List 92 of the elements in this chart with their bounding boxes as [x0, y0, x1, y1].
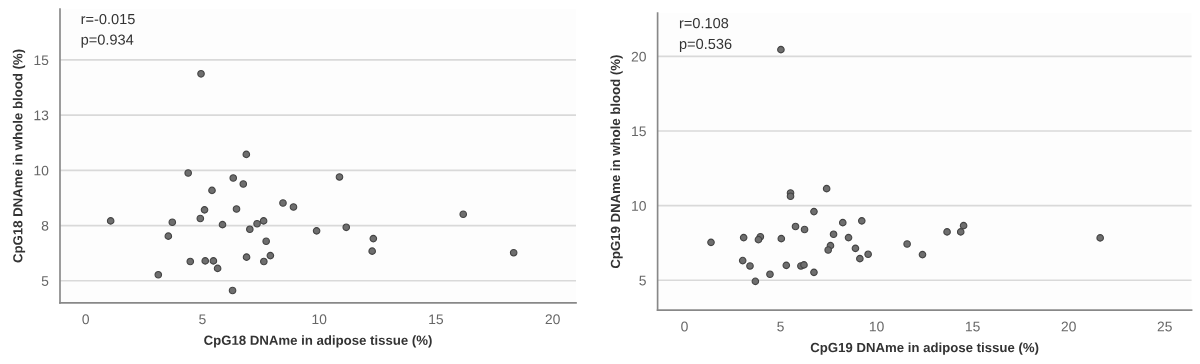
y-tick-label: 13 [34, 110, 49, 121]
point [791, 222, 800, 231]
x-axis-title: CpG18 DNAme in adipose tissue (%) [204, 335, 432, 348]
point [738, 256, 747, 265]
point [246, 225, 254, 234]
point [239, 180, 248, 188]
x-tick-label: 15 [965, 321, 980, 332]
point [786, 192, 795, 201]
point [368, 247, 376, 255]
point [918, 250, 927, 259]
y-tick-label: 15 [632, 126, 646, 137]
point [218, 220, 227, 229]
point [168, 218, 177, 227]
point [200, 206, 209, 214]
point [208, 186, 216, 195]
point [201, 257, 210, 265]
point [253, 219, 261, 228]
point [196, 214, 205, 223]
annotation: p=0.536 [679, 38, 732, 52]
x-axis-title: CpG19 DNAme in adipose tissue (%) [810, 342, 1039, 355]
point [262, 237, 270, 246]
point [856, 254, 864, 263]
point [164, 232, 173, 240]
point [1096, 234, 1104, 242]
point [777, 234, 786, 243]
point [777, 45, 785, 54]
point [459, 210, 468, 219]
point [197, 70, 205, 78]
x-tick-label: 0 [681, 321, 688, 332]
point [956, 228, 965, 236]
point [209, 257, 218, 265]
point [228, 286, 237, 295]
point [903, 240, 911, 248]
x-tick-label: 10 [312, 314, 327, 325]
y-axis-title: CpG18 DNAme in whole blood (%) [12, 49, 26, 263]
y-tick-label: 5 [639, 275, 646, 286]
point [864, 250, 872, 259]
point [959, 221, 968, 230]
point [810, 268, 818, 277]
point [822, 184, 831, 193]
point [260, 257, 268, 266]
point [766, 270, 774, 279]
annotation: r=-0.015 [81, 13, 135, 25]
point [154, 270, 163, 279]
point [335, 173, 344, 181]
point [266, 251, 275, 260]
point [279, 199, 287, 207]
y-tick-label: 5 [41, 276, 49, 286]
y-tick-label: 8 [41, 220, 49, 231]
point [800, 225, 809, 234]
point [509, 248, 518, 257]
x-tick-label: 10 [869, 321, 884, 332]
y-tick-label: 20 [631, 51, 646, 62]
x-tick-label: 25 [1157, 321, 1172, 332]
point [782, 261, 791, 270]
x-tick-label: 5 [777, 321, 784, 332]
annotation: p=0.934 [81, 34, 134, 48]
y-tick-label: 10 [632, 200, 646, 211]
point [943, 228, 951, 236]
point [342, 223, 351, 232]
point [829, 230, 838, 239]
point [184, 169, 192, 177]
y-axis-title: CpG19 DNAme in whole blood (%) [610, 55, 623, 269]
y-tick-label: 15 [34, 55, 49, 66]
point [857, 217, 866, 225]
point [707, 238, 715, 247]
point [824, 246, 832, 254]
point [312, 227, 321, 235]
point [851, 244, 860, 253]
x-tick-label: 20 [545, 314, 560, 325]
x-tick-label: 15 [429, 314, 444, 325]
point [213, 264, 222, 273]
x-tick-label: 20 [1061, 321, 1076, 332]
x-tick-label: 5 [199, 314, 206, 325]
point [232, 205, 241, 213]
x-tick-label: 0 [82, 314, 89, 325]
point [289, 203, 298, 211]
point [259, 217, 268, 225]
point [746, 262, 754, 270]
annotation: r=0.108 [679, 17, 729, 29]
point [369, 234, 378, 243]
point [838, 218, 847, 227]
point [739, 233, 748, 242]
point [751, 277, 760, 286]
point [844, 233, 853, 242]
point [242, 150, 251, 159]
point [242, 253, 251, 261]
point [810, 207, 818, 216]
point [229, 174, 238, 182]
point [106, 217, 115, 225]
y-tick-label: 10 [34, 165, 49, 176]
point [186, 257, 195, 266]
